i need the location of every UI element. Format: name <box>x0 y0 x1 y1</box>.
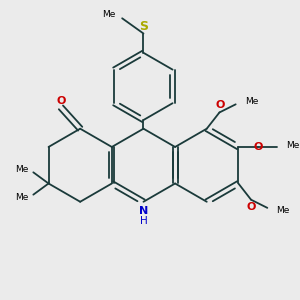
Text: Me: Me <box>286 141 299 150</box>
Text: Me: Me <box>16 193 29 202</box>
Text: O: O <box>56 96 66 106</box>
Text: S: S <box>139 20 148 33</box>
Text: Me: Me <box>245 97 258 106</box>
Text: N: N <box>139 206 148 216</box>
Text: Me: Me <box>276 206 290 215</box>
Text: Me: Me <box>16 165 29 174</box>
Text: O: O <box>254 142 263 152</box>
Text: O: O <box>247 202 256 212</box>
Text: H: H <box>140 215 147 226</box>
Text: Me: Me <box>102 10 115 19</box>
Text: O: O <box>215 100 225 110</box>
